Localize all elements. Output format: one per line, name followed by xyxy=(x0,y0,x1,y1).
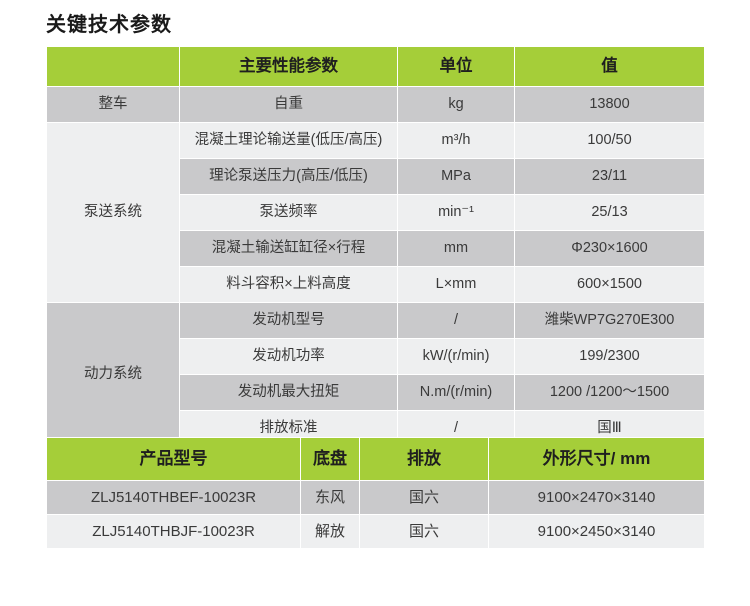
param-value: 199/2300 xyxy=(515,339,704,374)
table-row: 发动机功率 kW/(r/min) 199/2300 xyxy=(47,339,704,374)
header-parameter: 主要性能参数 xyxy=(180,47,397,86)
group-label-power: 动力系统 xyxy=(47,303,179,446)
table-row: 发动机最大扭矩 N.m/(r/min) 1200 /1200～1500 xyxy=(47,375,704,410)
param-unit: mm xyxy=(398,231,514,266)
table-row: 泵送系统 混凝土理论输送量(低压/高压) m³/h 100/50 xyxy=(47,123,704,302)
header-chassis: 底盘 xyxy=(301,438,359,480)
product-chassis: 东风 xyxy=(301,481,359,514)
table-row: 料斗容积×上料高度 L×mm 600×1500 xyxy=(47,267,704,302)
header-group xyxy=(47,47,179,86)
main-table-header-row: 主要性能参数 单位 值 xyxy=(47,47,704,86)
table-row: 整车 自重 kg 13800 xyxy=(47,87,704,122)
table-row: 理论泵送压力(高压/低压) MPa 23/11 xyxy=(47,159,704,194)
param-unit: MPa xyxy=(398,159,514,194)
header-value: 值 xyxy=(515,47,704,86)
param-name: 泵送频率 xyxy=(180,195,397,230)
param-name: 混凝土理论输送量(低压/高压) xyxy=(180,123,397,158)
product-model: ZLJ5140THBEF-10023R xyxy=(47,481,300,514)
table-row: 泵送频率 min⁻¹ 25/13 xyxy=(47,195,704,230)
param-unit: min⁻¹ xyxy=(398,195,514,230)
param-value: 1200 /1200～1500 xyxy=(515,375,704,410)
param-value: 潍柴WP7G270E300 xyxy=(515,303,704,338)
table-row: 混凝土输送缸缸径×行程 mm Φ230×1600 xyxy=(47,231,704,266)
param-unit: m³/h xyxy=(398,123,514,158)
header-unit: 单位 xyxy=(398,47,514,86)
table-row: 动力系统 发动机型号 / 潍柴WP7G270E300 xyxy=(47,303,704,446)
param-value: 100/50 xyxy=(515,123,704,158)
product-model: ZLJ5140THBJF-10023R xyxy=(47,515,300,548)
param-name: 发动机型号 xyxy=(180,303,397,338)
table-row: ZLJ5140THBEF-10023R 东风 国六 9100×2470×3140 xyxy=(47,481,704,514)
param-value: 13800 xyxy=(515,87,704,122)
param-value: Φ230×1600 xyxy=(515,231,704,266)
key-specifications-table: 主要性能参数 单位 值 整车 自重 kg 13800 泵送系统 混凝土理论输送量… xyxy=(46,46,705,447)
header-dimensions: 外形尺寸/ mm xyxy=(489,438,704,480)
param-name: 混凝土输送缸缸径×行程 xyxy=(180,231,397,266)
param-name: 理论泵送压力(高压/低压) xyxy=(180,159,397,194)
param-value: 23/11 xyxy=(515,159,704,194)
param-unit: / xyxy=(398,303,514,338)
page-title: 关键技术参数 xyxy=(46,14,172,36)
product-dimensions: 9100×2470×3140 xyxy=(489,481,704,514)
product-emission: 国六 xyxy=(360,481,488,514)
product-dimensions: 9100×2450×3140 xyxy=(489,515,704,548)
param-name: 发动机最大扭矩 xyxy=(180,375,397,410)
product-table-header-row: 产品型号 底盘 排放 外形尺寸/ mm xyxy=(47,438,704,480)
param-unit: L×mm xyxy=(398,267,514,302)
param-unit: kW/(r/min) xyxy=(398,339,514,374)
product-chassis: 解放 xyxy=(301,515,359,548)
product-emission: 国六 xyxy=(360,515,488,548)
param-value: 25/13 xyxy=(515,195,704,230)
table-row: ZLJ5140THBJF-10023R 解放 国六 9100×2450×3140 xyxy=(47,515,704,548)
param-name: 发动机功率 xyxy=(180,339,397,374)
param-name: 料斗容积×上料高度 xyxy=(180,267,397,302)
param-name: 自重 xyxy=(180,87,397,122)
group-label-vehicle: 整车 xyxy=(47,87,179,122)
product-models-table: 产品型号 底盘 排放 外形尺寸/ mm ZLJ5140THBEF-10023R … xyxy=(46,437,705,549)
param-unit: N.m/(r/min) xyxy=(398,375,514,410)
header-model: 产品型号 xyxy=(47,438,300,480)
header-emission: 排放 xyxy=(360,438,488,480)
param-value: 600×1500 xyxy=(515,267,704,302)
param-unit: kg xyxy=(398,87,514,122)
group-label-pumping: 泵送系统 xyxy=(47,123,179,302)
